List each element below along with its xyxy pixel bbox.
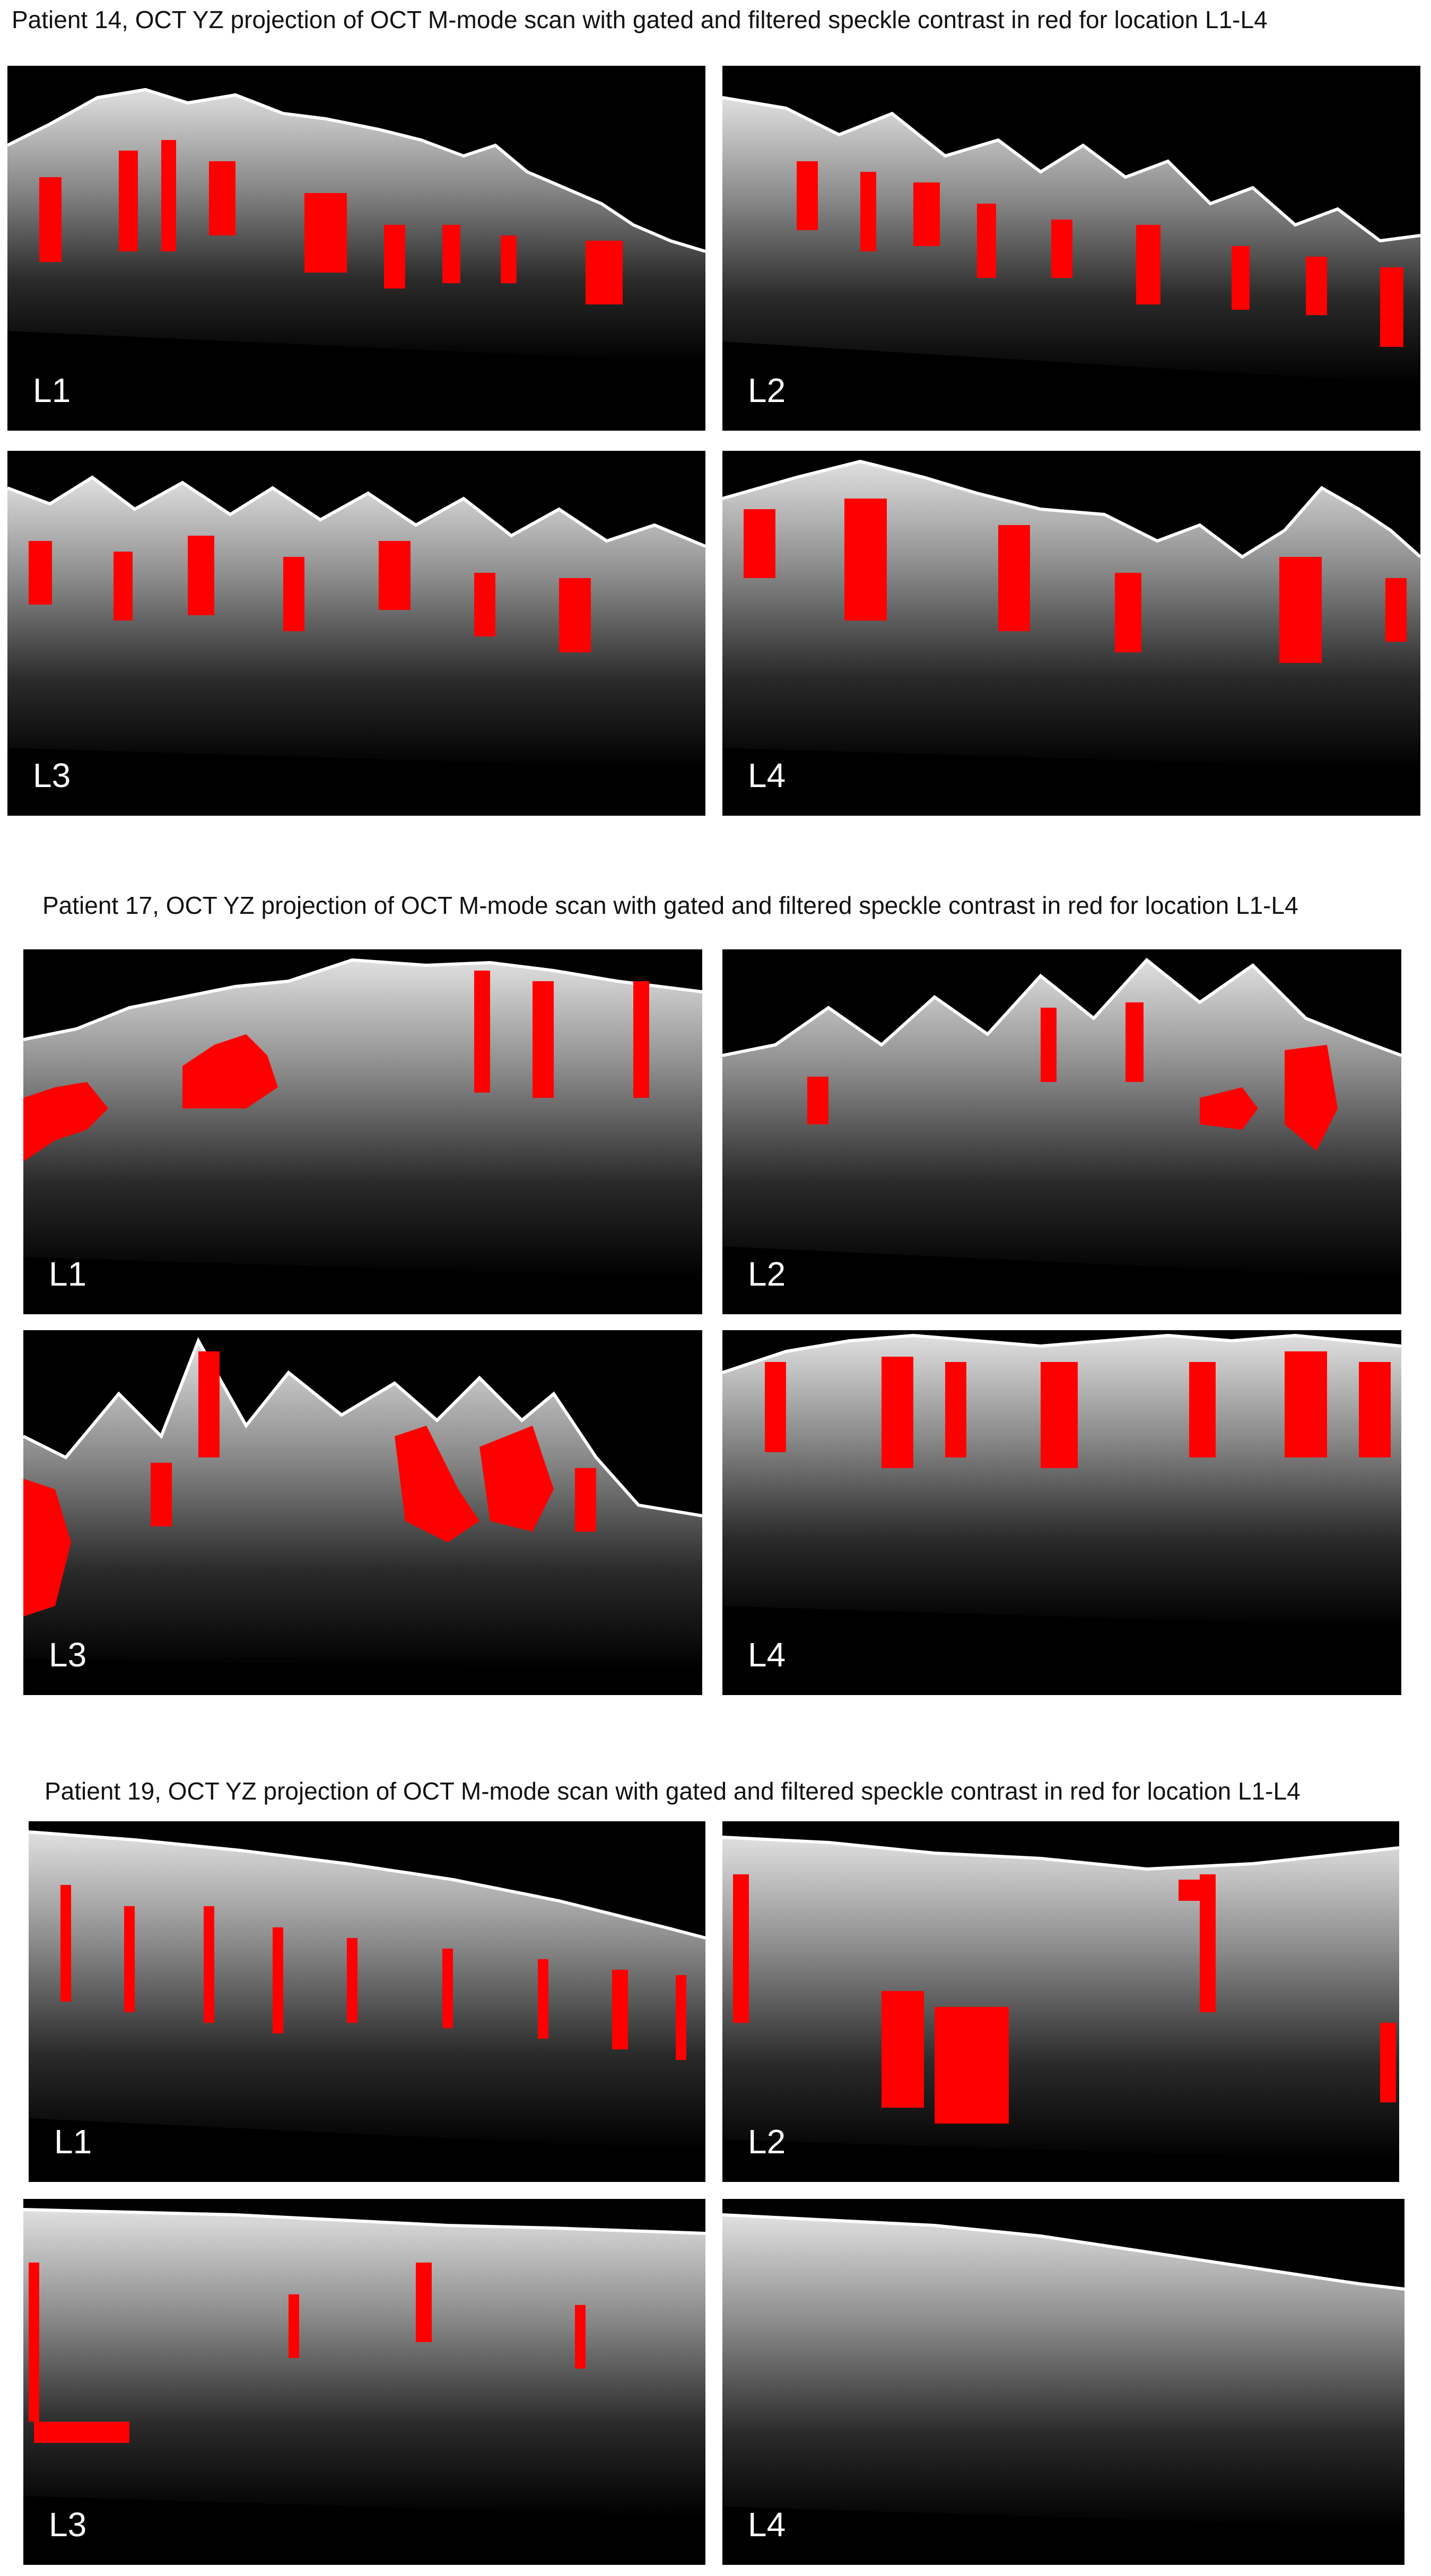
patient-17-panel-l4: L4 (722, 1330, 1401, 1695)
oct-image (722, 96, 1420, 384)
oct-image (722, 1836, 1399, 2161)
oct-image (23, 1337, 702, 1670)
patient-17-panel-l2: L2 (722, 949, 1401, 1314)
patient-17-panel-l1: L1 (23, 949, 702, 1314)
patient-14-panel-l4: L4 (722, 451, 1420, 816)
patient-14-panel-l1: L1 (7, 66, 705, 431)
patient-19-panel-l3: L3 (23, 2199, 705, 2565)
oct-image (23, 2208, 705, 2517)
oct-image (29, 1830, 705, 2150)
patient-14-panel-l2: L2 (722, 66, 1420, 431)
patient-19-panel-l4: L4 (722, 2199, 1404, 2565)
panel-label: L4 (748, 2505, 786, 2544)
panel-label: L4 (748, 1636, 786, 1674)
patient-14-caption: Patient 14, OCT YZ projection of OCT M-m… (12, 6, 1268, 33)
panel-label: L4 (748, 756, 786, 794)
oct-image (23, 958, 702, 1278)
panel-label: L2 (748, 371, 786, 409)
oct-image (722, 1333, 1401, 1627)
panel-label: L1 (54, 2123, 92, 2161)
patient-17-panel-l3: L3 (23, 1330, 702, 1695)
patient-19-panel-l1: L1 (29, 1821, 705, 2182)
panel-label: L3 (49, 1636, 87, 1674)
oct-image (722, 459, 1420, 769)
oct-image (722, 2213, 1404, 2528)
panel-label: L2 (748, 1255, 786, 1293)
panel-label: L3 (33, 756, 71, 794)
panel-label: L2 (748, 2123, 786, 2161)
patient-19-panel-l2: L2 (722, 1821, 1399, 2182)
oct-image (722, 957, 1401, 1278)
oct-image (7, 475, 705, 769)
panel-label: L3 (49, 2505, 87, 2544)
panel-label: L1 (33, 371, 71, 409)
patient-19-caption: Patient 19, OCT YZ projection of OCT M-m… (45, 1777, 1301, 1805)
patient-17-caption: Patient 17, OCT YZ projection of OCT M-m… (42, 892, 1298, 919)
panel-label: L1 (49, 1255, 87, 1293)
patient-14-panel-l3: L3 (7, 451, 705, 816)
oct-image (7, 88, 705, 363)
